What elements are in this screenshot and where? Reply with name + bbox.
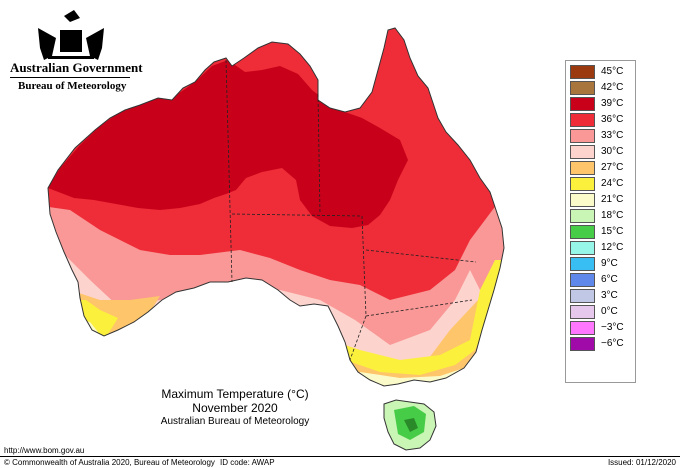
bureau-name: Bureau of Meteorology bbox=[18, 80, 127, 92]
source-url: http://www.bom.gov.au bbox=[4, 446, 85, 455]
legend-swatch bbox=[570, 193, 595, 207]
legend-item: 42°C bbox=[568, 80, 632, 96]
legend-label: 18°C bbox=[601, 210, 624, 221]
legend-item: 27°C bbox=[568, 160, 632, 176]
footer-bar: © Commonwealth of Australia 2020, Bureau… bbox=[0, 456, 680, 468]
legend-label: 24°C bbox=[601, 178, 624, 189]
legend-item: 24°C bbox=[568, 176, 632, 192]
legend-swatch bbox=[570, 209, 595, 223]
map-period: November 2020 bbox=[192, 401, 278, 415]
legend-label: 42°C bbox=[601, 82, 624, 93]
legend-item: 30°C bbox=[568, 144, 632, 160]
legend-swatch bbox=[570, 177, 595, 191]
legend-item: 9°C bbox=[568, 256, 632, 272]
legend-item: 33°C bbox=[568, 128, 632, 144]
legend-swatch bbox=[570, 161, 595, 175]
legend-label: 6°C bbox=[601, 274, 618, 285]
legend-swatch bbox=[570, 145, 595, 159]
legend-item: 21°C bbox=[568, 192, 632, 208]
legend-swatch bbox=[570, 81, 595, 95]
australia-temperature-map bbox=[47, 27, 505, 451]
legend-item: 12°C bbox=[568, 240, 632, 256]
legend-swatch bbox=[570, 289, 595, 303]
legend-label: 33°C bbox=[601, 130, 624, 141]
legend-label: 36°C bbox=[601, 114, 624, 125]
legend-item: 18°C bbox=[568, 208, 632, 224]
legend-label: 39°C bbox=[601, 98, 624, 109]
legend-item: 36°C bbox=[568, 112, 632, 128]
temperature-legend: 45°C 42°C 39°C 36°C 33°C 30°C 27°C 24°C 21°C 18°C… bbox=[568, 64, 632, 352]
legend-swatch bbox=[570, 337, 595, 351]
legend-label: 9°C bbox=[601, 258, 618, 269]
map-title: Maximum Temperature (°C) bbox=[161, 387, 309, 401]
id-code: ID code: AWAP bbox=[220, 458, 275, 467]
legend-swatch bbox=[570, 305, 595, 319]
legend-item: 0°C bbox=[568, 304, 632, 320]
legend-swatch bbox=[570, 129, 595, 143]
legend-label: 15°C bbox=[601, 226, 624, 237]
header-divider bbox=[10, 77, 130, 78]
legend-label: 12°C bbox=[601, 242, 624, 253]
legend-swatch bbox=[570, 97, 595, 111]
legend-swatch bbox=[570, 225, 595, 239]
copyright-text: © Commonwealth of Australia 2020, Bureau… bbox=[4, 458, 215, 467]
legend-item: −6°C bbox=[568, 336, 632, 352]
legend-label: 21°C bbox=[601, 194, 624, 205]
legend-swatch bbox=[570, 257, 595, 271]
legend-label: −6°C bbox=[601, 338, 624, 349]
government-name: Australian Government bbox=[10, 60, 143, 75]
legend-swatch bbox=[570, 273, 595, 287]
issued-date: Issued: 01/12/2020 bbox=[607, 458, 676, 467]
legend-item: 6°C bbox=[568, 272, 632, 288]
legend-label: 45°C bbox=[601, 66, 624, 77]
legend-item: 15°C bbox=[568, 224, 632, 240]
legend-item: −3°C bbox=[568, 320, 632, 336]
legend-label: 0°C bbox=[601, 306, 618, 317]
legend-label: 3°C bbox=[601, 290, 618, 301]
legend-swatch bbox=[570, 65, 595, 79]
map-source: Australian Bureau of Meteorology bbox=[160, 416, 310, 427]
legend-label: −3°C bbox=[601, 322, 624, 333]
coat-of-arms-logo bbox=[38, 10, 104, 60]
map-title-block: Maximum Temperature (°C) November 2020 A… bbox=[135, 387, 335, 427]
legend-swatch bbox=[570, 321, 595, 335]
legend-swatch bbox=[570, 241, 595, 255]
legend-item: 39°C bbox=[568, 96, 632, 112]
legend-item: 3°C bbox=[568, 288, 632, 304]
legend-label: 27°C bbox=[601, 162, 624, 173]
legend-swatch bbox=[570, 113, 595, 127]
legend-item: 45°C bbox=[568, 64, 632, 80]
legend-frame bbox=[565, 60, 636, 383]
legend-label: 30°C bbox=[601, 146, 624, 157]
